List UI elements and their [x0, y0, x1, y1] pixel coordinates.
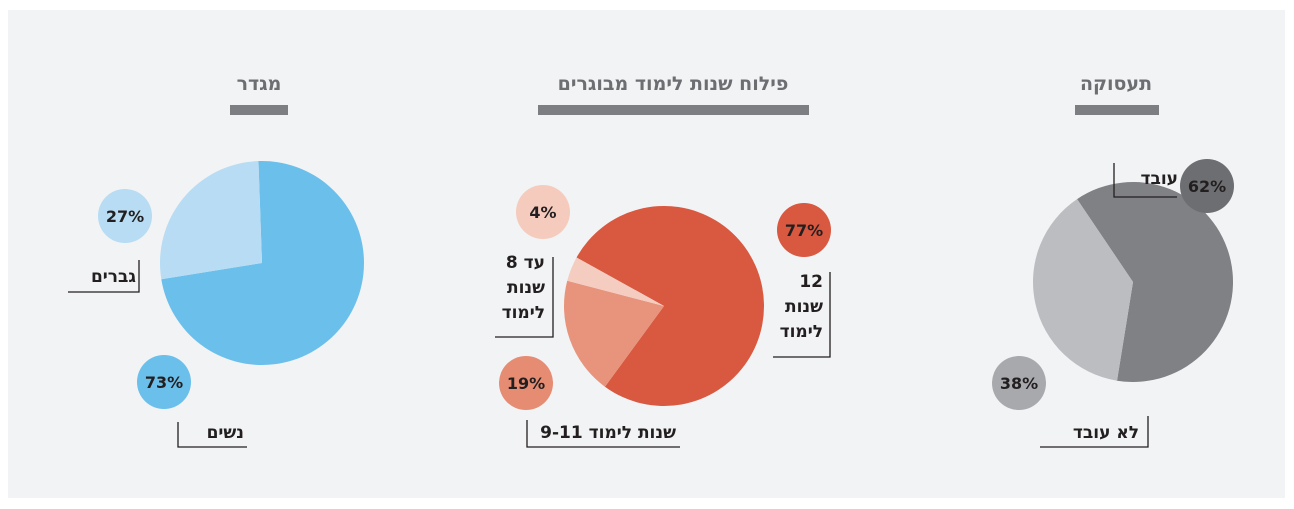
education-badge-up-to-8-years [516, 185, 570, 239]
education-chart: פילוח שנות לימוד מבוגרים 77% 12 שנות לימ… [495, 73, 831, 448]
education-title-bar [538, 105, 809, 115]
employment-pct-employed: 62% [1188, 177, 1226, 196]
education-title: פילוח שנות לימוד מבוגרים [558, 73, 789, 95]
gender-chart: מגדר 27% גברים 73% נשים [68, 73, 364, 448]
education-label-12-years-line3: לימוד [780, 322, 823, 342]
gender-slice-men [159, 161, 262, 280]
employment-title-bar [1075, 105, 1159, 115]
employment-leader-unemployed [1040, 416, 1149, 448]
gender-title: מגדר [237, 73, 282, 95]
education-slice-9-11-years [563, 280, 664, 387]
employment-label-employed: עובד [1140, 169, 1178, 189]
employment-badge-employed [1180, 159, 1234, 213]
gender-label-women: נשים [207, 423, 244, 443]
education-label-up-to-8-years-line1: עד 8 [506, 253, 545, 273]
gender-label-men: גברים [91, 267, 136, 287]
gender-slice-women [161, 160, 364, 365]
employment-leader-employed [1113, 163, 1177, 198]
education-slice-up-to-8-years [567, 257, 664, 306]
education-pct-12-years: 77% [785, 221, 823, 240]
infographic-svg: תעסוקה 62% עובד 38% לא עובד פילוח שנות ל… [68, 73, 1234, 448]
education-label-up-to-8-years-line3: לימוד [502, 303, 545, 323]
education-leader-up-to-8-years [495, 257, 554, 338]
employment-title: תעסוקה [1080, 73, 1152, 95]
education-pct-up-to-8-years: 4% [529, 203, 556, 222]
employment-slice-employed [1077, 181, 1234, 382]
education-label-9-11-years: 9-11 שנות לימוד [540, 423, 676, 443]
education-leader-12-years [773, 272, 831, 358]
education-badge-12-years [777, 203, 831, 257]
gender-badge-men [98, 189, 152, 243]
gender-pct-men: 27% [106, 207, 144, 226]
infographic-panel: תעסוקה 62% עובד 38% לא עובד פילוח שנות ל… [8, 10, 1285, 498]
gender-leader-women [177, 422, 247, 448]
employment-slice-unemployed [1033, 199, 1133, 381]
gender-leader-men [68, 260, 140, 293]
education-slice-12-years [576, 206, 765, 407]
employment-chart: תעסוקה 62% עובד 38% לא עובד [992, 73, 1234, 448]
education-label-12-years-line2: שנות [785, 297, 823, 317]
employment-pct-unemployed: 38% [1000, 374, 1038, 393]
gender-title-bar [230, 105, 288, 115]
gender-badge-women [137, 355, 191, 409]
education-pct-9-11-years: 19% [507, 374, 545, 393]
employment-badge-unemployed [992, 356, 1046, 410]
employment-label-unemployed: לא עובד [1073, 423, 1139, 443]
education-badge-9-11-years [499, 356, 553, 410]
education-label-12-years-line1: 12 [799, 272, 823, 292]
education-label-up-to-8-years-line2: שנות [507, 278, 545, 298]
education-leader-9-11-years [526, 420, 680, 448]
gender-pct-women: 73% [145, 373, 183, 392]
